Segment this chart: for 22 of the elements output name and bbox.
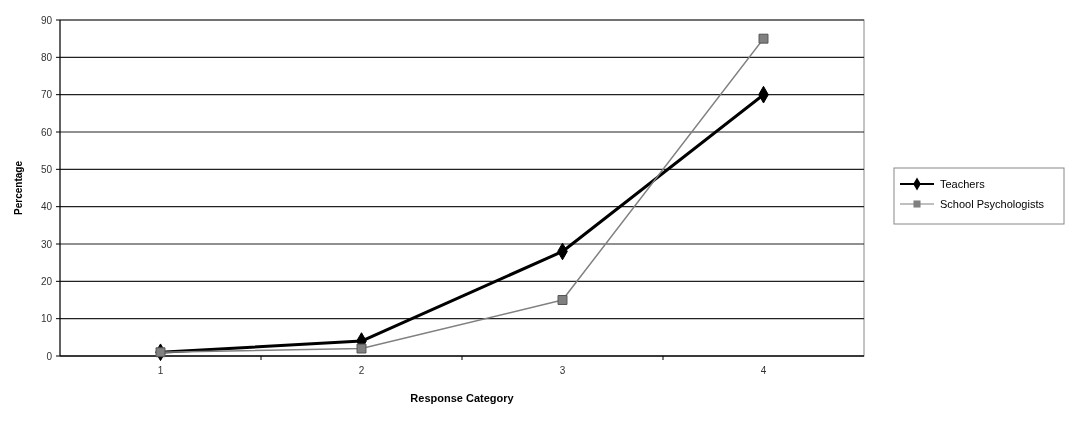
y-tick-label: 0 [46,350,53,362]
x-tick-label: 1 [157,365,164,376]
y-tick-label: 20 [40,275,53,287]
legend-label: School Psychologists [940,197,1045,210]
y-tick-label: 80 [40,51,53,63]
y-tick-label: 60 [40,126,53,138]
point [356,343,367,354]
point [758,33,769,44]
y-tick-label: 40 [40,201,53,213]
y-axis-title: Percentage [13,160,24,215]
point [557,295,568,305]
y-tick-label: 30 [40,238,53,250]
point [155,347,166,358]
x-axis-title: Response Category [410,392,515,404]
y-tick-label: 50 [40,163,53,175]
legend-label: Teachers [940,177,986,190]
y-tick-label: 70 [40,89,53,101]
y-tick-label: 90 [40,14,53,26]
x-tick-label: 2 [358,365,365,376]
x-tick-label: 4 [760,365,767,376]
x-tick-label: 3 [559,365,566,376]
y-tick-label: 10 [40,313,53,325]
